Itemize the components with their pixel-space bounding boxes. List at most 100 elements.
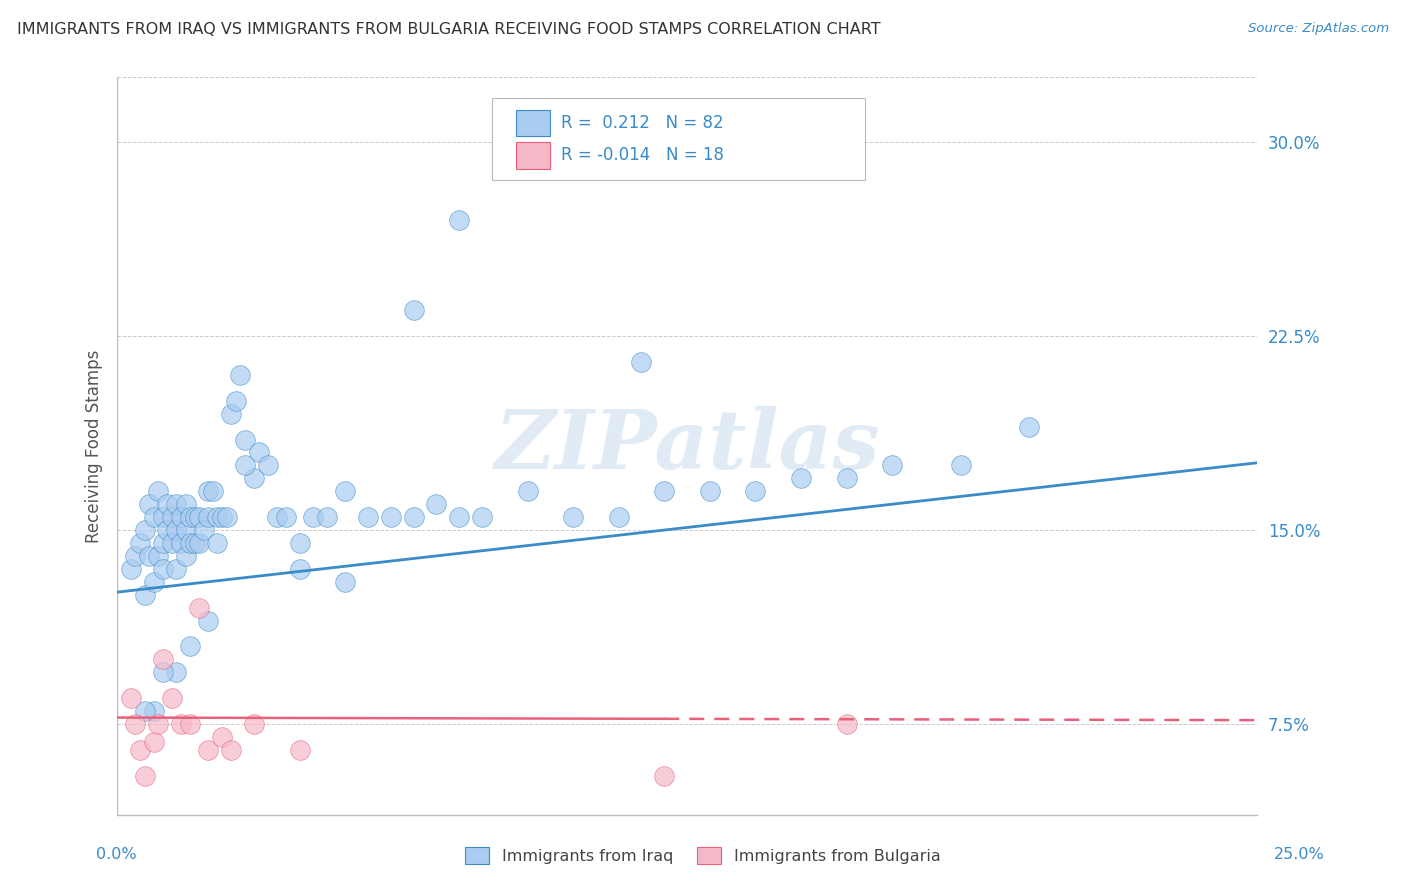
Point [156, 523, 179, 537]
Point [197, 614, 219, 628]
Point [333, 484, 356, 499]
Point [215, 510, 238, 524]
Point [233, 433, 256, 447]
Point [1018, 419, 1040, 434]
Point [425, 497, 447, 511]
Point [160, 536, 183, 550]
Point [166, 523, 188, 537]
Point [516, 484, 538, 499]
Point [882, 458, 904, 473]
Point [174, 549, 197, 563]
Point [449, 510, 471, 524]
Point [207, 536, 229, 550]
Point [134, 704, 156, 718]
Legend: Immigrants from Iraq, Immigrants from Bulgaria: Immigrants from Iraq, Immigrants from Bu… [458, 840, 948, 871]
Point [233, 458, 256, 473]
Point [160, 691, 183, 706]
Point [170, 717, 193, 731]
Point [302, 510, 325, 524]
Point [124, 717, 146, 731]
Point [380, 510, 402, 524]
Text: ZIPatlas: ZIPatlas [495, 406, 880, 486]
Point [471, 510, 494, 524]
Point [188, 600, 211, 615]
Point [607, 510, 630, 524]
Point [243, 717, 266, 731]
Point [183, 536, 205, 550]
Point [170, 510, 193, 524]
Point [201, 484, 224, 499]
Point [207, 510, 229, 524]
Point [243, 471, 266, 485]
Point [152, 652, 174, 666]
Point [193, 523, 215, 537]
Point [449, 212, 471, 227]
Point [170, 536, 193, 550]
Point [197, 743, 219, 757]
Point [120, 562, 142, 576]
Point [166, 665, 188, 680]
Point [219, 743, 242, 757]
Point [188, 536, 211, 550]
Y-axis label: Receiving Food Stamps: Receiving Food Stamps [86, 350, 103, 542]
Point [835, 717, 858, 731]
Point [179, 640, 201, 654]
Point [949, 458, 972, 473]
Point [274, 510, 297, 524]
Point [197, 510, 219, 524]
Point [152, 536, 174, 550]
Point [134, 523, 156, 537]
Point [152, 562, 174, 576]
Point [288, 562, 311, 576]
Point [179, 510, 201, 524]
Point [156, 497, 179, 511]
Point [266, 510, 288, 524]
Text: IMMIGRANTS FROM IRAQ VS IMMIGRANTS FROM BULGARIA RECEIVING FOOD STAMPS CORRELATI: IMMIGRANTS FROM IRAQ VS IMMIGRANTS FROM … [17, 22, 880, 37]
Point [247, 445, 270, 459]
Point [333, 574, 356, 589]
Point [129, 536, 152, 550]
Text: R =  0.212   N = 82: R = 0.212 N = 82 [561, 114, 724, 132]
Text: 0.0%: 0.0% [96, 847, 136, 862]
Point [288, 743, 311, 757]
Point [402, 510, 425, 524]
Point [652, 484, 675, 499]
Point [562, 510, 585, 524]
Point [134, 588, 156, 602]
Point [179, 536, 201, 550]
Point [148, 484, 170, 499]
Point [148, 717, 170, 731]
Point [211, 510, 233, 524]
Point [699, 484, 721, 499]
Point [357, 510, 380, 524]
Point [219, 407, 242, 421]
Point [152, 665, 174, 680]
Point [188, 510, 211, 524]
Point [138, 549, 160, 563]
Point [197, 484, 219, 499]
Point [138, 497, 160, 511]
Point [166, 497, 188, 511]
Point [652, 769, 675, 783]
Point [790, 471, 813, 485]
Point [225, 393, 247, 408]
Point [316, 510, 339, 524]
Point [142, 735, 165, 749]
Point [148, 549, 170, 563]
Point [160, 510, 183, 524]
Point [630, 355, 652, 369]
Point [142, 510, 165, 524]
Point [256, 458, 278, 473]
Point [211, 730, 233, 744]
Point [179, 717, 201, 731]
Point [288, 536, 311, 550]
Point [174, 523, 197, 537]
Point [152, 510, 174, 524]
Point [229, 368, 252, 382]
Point [744, 484, 766, 499]
Point [174, 497, 197, 511]
Point [142, 704, 165, 718]
Text: Source: ZipAtlas.com: Source: ZipAtlas.com [1249, 22, 1389, 36]
Point [134, 769, 156, 783]
Point [835, 471, 858, 485]
